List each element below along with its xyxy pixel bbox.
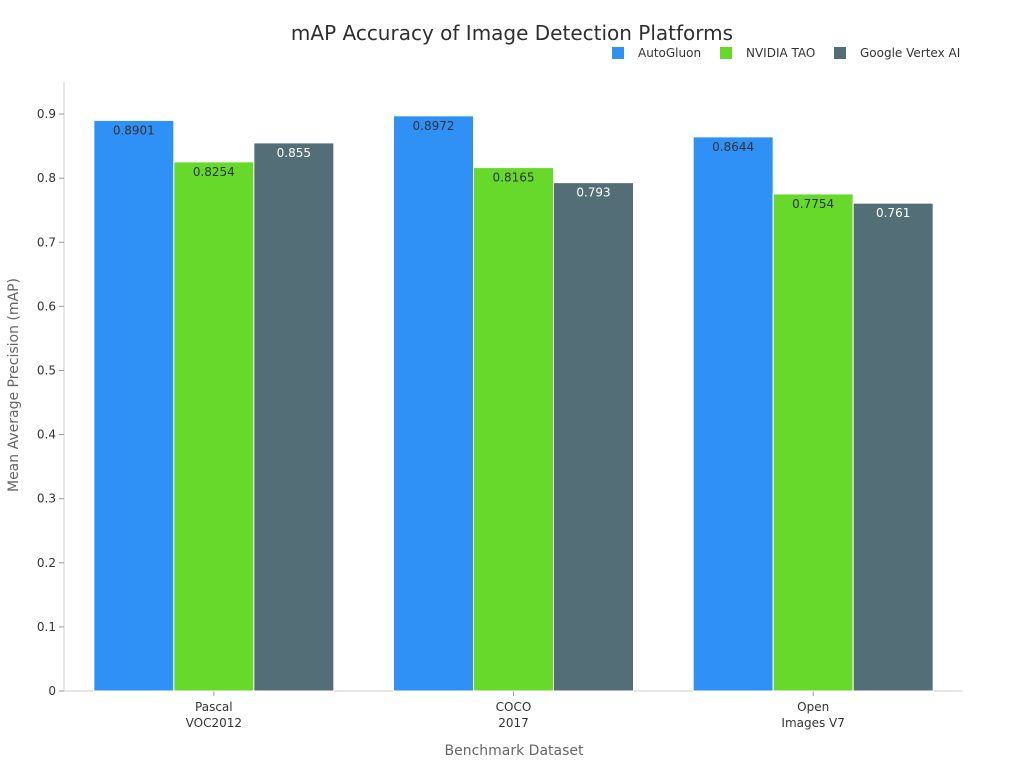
y-tick-label: 0.4	[37, 428, 56, 442]
y-tick-label: 0.5	[37, 363, 56, 377]
legend-label: Google Vertex AI	[860, 46, 960, 60]
data-label: 0.8644	[712, 140, 754, 154]
x-axis-title: Benchmark Dataset	[444, 743, 584, 759]
bar	[93, 119, 175, 692]
y-tick-label: 0	[48, 684, 56, 698]
legend-swatch	[834, 47, 846, 59]
data-label: 0.8254	[193, 165, 235, 179]
bar	[253, 142, 335, 692]
bar	[473, 167, 554, 692]
bar	[692, 136, 774, 692]
x-tick-label: Open Images V7	[781, 700, 845, 730]
y-tick-label: 0.6	[37, 299, 56, 313]
x-tick-label: COCO 2017	[496, 700, 532, 730]
legend-swatch	[720, 47, 732, 59]
data-label: 0.8165	[493, 171, 535, 185]
bar	[173, 161, 255, 692]
legend-swatch	[612, 47, 624, 59]
data-labels: 0.8901 0.8254 0.855 0.8972 0.8165 0.793 0.8644…	[113, 119, 911, 220]
y-tick-label: 0.2	[37, 556, 56, 570]
x-axis: Pascal VOC2012 COCO 2017 Open Images V7	[64, 690, 963, 730]
bar	[852, 202, 934, 692]
legend-item: Google Vertex AI	[834, 46, 960, 60]
y-tick-label: 0.3	[37, 492, 56, 506]
legend: AutoGluon NVIDIA TAO Google Vertex AI	[612, 46, 960, 60]
y-tick-label: 0.8	[37, 171, 56, 185]
bars	[93, 115, 934, 692]
y-tick-label: 0.1	[37, 620, 56, 634]
data-label: 0.8972	[413, 119, 455, 133]
bar	[772, 193, 854, 692]
legend-label: NVIDIA TAO	[746, 46, 815, 60]
data-label: 0.7754	[792, 197, 834, 211]
data-label: 0.8901	[113, 123, 155, 137]
y-axis: 0 0.1 0.2 0.3 0.4 0.5 0.6 0.7 0.8 0.9	[37, 82, 65, 698]
bar	[553, 182, 634, 692]
legend-label: AutoGluon	[638, 46, 701, 60]
chart-title: mAP Accuracy of Image Detection Platform…	[291, 21, 733, 45]
data-label: 0.793	[576, 186, 610, 200]
bar	[393, 115, 474, 692]
y-tick-label: 0.9	[37, 107, 56, 121]
legend-item: AutoGluon	[612, 46, 701, 60]
data-label: 0.855	[277, 146, 311, 160]
y-axis-title: Mean Average Precision (mAP)	[6, 278, 22, 492]
y-tick-label: 0.7	[37, 235, 56, 249]
x-tick-label: Pascal VOC2012	[186, 700, 242, 730]
legend-item: NVIDIA TAO	[720, 46, 815, 60]
data-label: 0.761	[876, 206, 910, 220]
